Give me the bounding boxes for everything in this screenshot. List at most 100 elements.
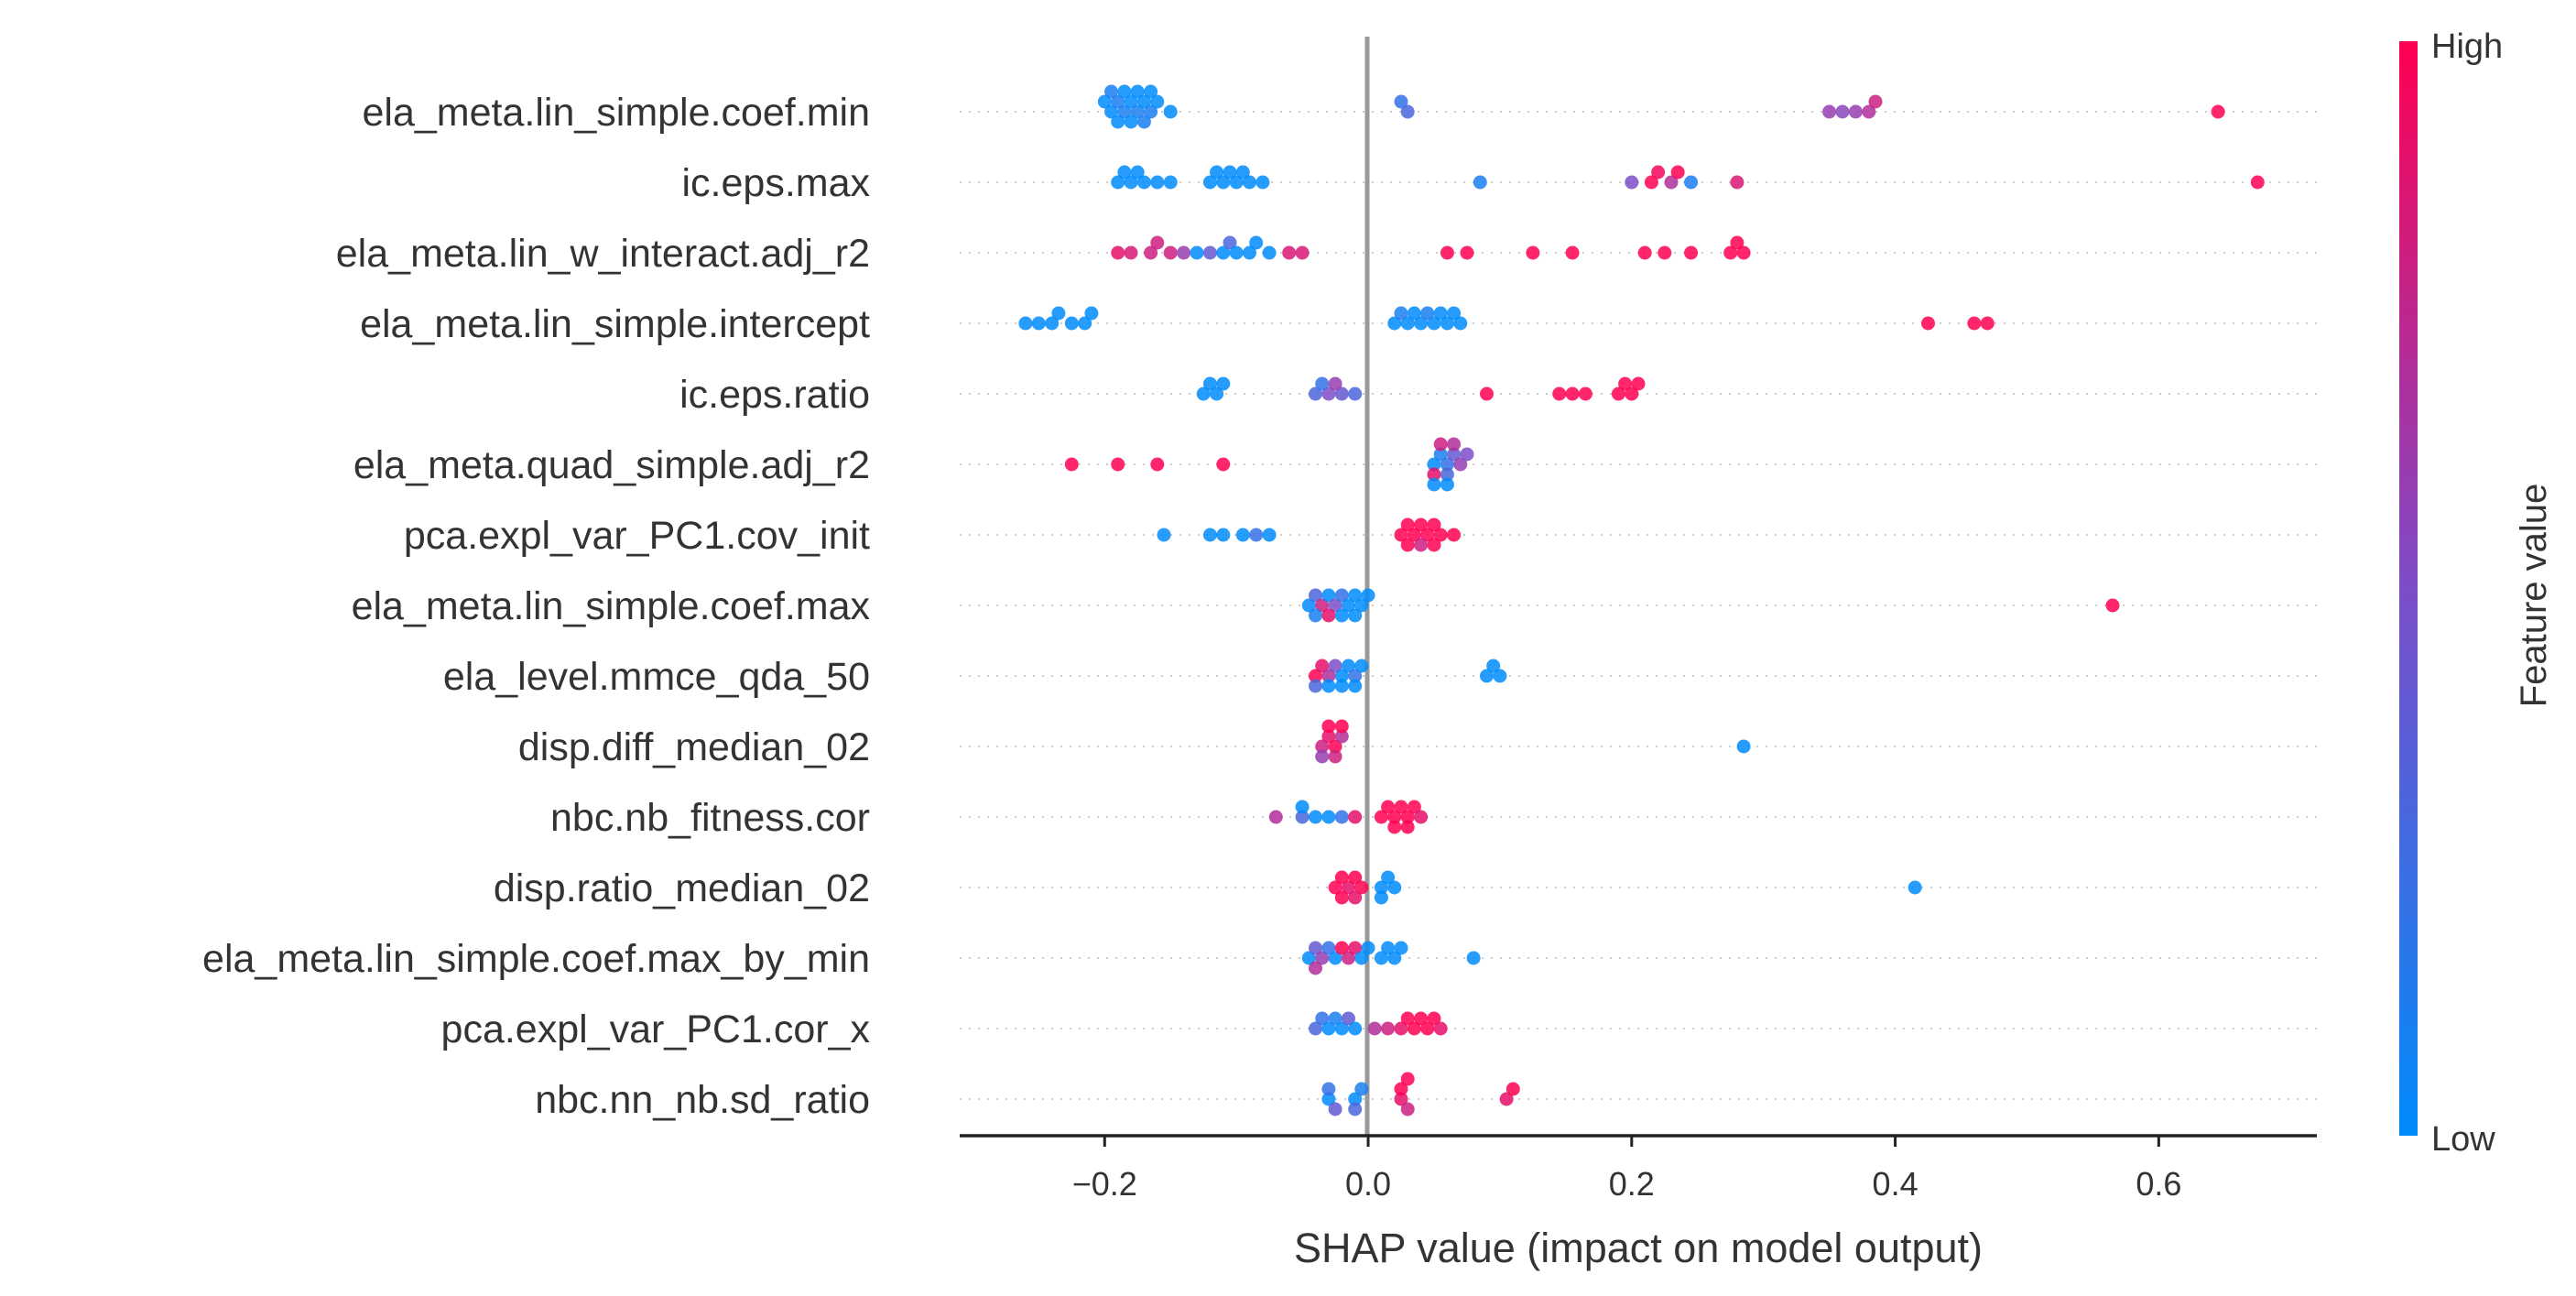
shap-point: [1400, 538, 1415, 552]
shap-point: [1163, 175, 1178, 190]
shap-point: [1480, 387, 1494, 401]
shap-point: [1625, 387, 1639, 401]
shap-point: [1262, 245, 1277, 260]
colorbar-title: Feature value: [2514, 484, 2554, 708]
shap-point: [1447, 306, 1462, 321]
shap-point: [1334, 941, 1349, 955]
shap-point: [1374, 890, 1388, 905]
shap-point: [1447, 528, 1462, 542]
shap-point: [1848, 104, 1863, 119]
shap-point: [1202, 175, 1217, 190]
shap-point: [2211, 104, 2225, 119]
shap-point: [1394, 528, 1408, 542]
colorbar-high-label: High: [2431, 27, 2503, 66]
shap-point: [1348, 941, 1363, 955]
feature-label: pca.expl_var_PC1.cor_x: [441, 1007, 871, 1051]
shap-point: [1342, 951, 1355, 965]
shap-point: [1321, 1092, 1336, 1106]
shap-point: [1334, 679, 1349, 693]
shap-point: [1163, 245, 1178, 260]
shap-point: [1321, 608, 1336, 623]
shap-point: [1552, 387, 1567, 401]
shap-point: [1407, 528, 1421, 542]
shap-point: [1427, 457, 1441, 472]
shap-point: [1400, 517, 1415, 532]
shap-point: [1196, 387, 1211, 401]
shap-point: [1967, 316, 1982, 331]
shap-point: [1334, 870, 1349, 885]
shap-point: [1144, 104, 1158, 119]
shap-point: [1387, 880, 1402, 895]
shap-point: [1064, 457, 1079, 472]
shap-point: [1526, 245, 1540, 260]
shap-point: [1611, 387, 1625, 401]
shap-point: [1190, 245, 1204, 260]
shap-point: [1348, 1021, 1363, 1036]
shap-point: [1420, 1021, 1435, 1036]
shap-point: [1202, 245, 1217, 260]
shap-point: [1637, 245, 1652, 260]
shap-point: [1862, 104, 1876, 119]
shap-point: [1309, 810, 1322, 824]
shap-point: [1117, 165, 1132, 180]
feature-label: ela_level.mmce_qda_50: [443, 655, 870, 699]
shap-point: [1664, 175, 1679, 190]
shap-point: [1354, 880, 1369, 895]
shap-point: [1216, 528, 1231, 542]
shap-point: [1354, 659, 1369, 673]
feature-label: ela_meta.lin_simple.coef.max: [352, 584, 871, 628]
shap-point: [1243, 245, 1256, 260]
shap-point: [1414, 538, 1429, 552]
shap-point: [1427, 467, 1441, 482]
feature-label: ic.eps.ratio: [679, 373, 870, 417]
shap-point: [1309, 608, 1322, 623]
x-axis-ticks: −0.2 0.0 0.2 0.4 0.6: [1072, 1136, 2181, 1203]
shap-point: [1111, 114, 1125, 129]
shap-point: [1394, 1092, 1408, 1106]
shap-point: [1301, 951, 1316, 965]
shap-point: [1348, 870, 1363, 885]
shap-point: [1321, 387, 1336, 401]
shap-point: [1268, 810, 1283, 824]
shap-point: [1658, 245, 1672, 260]
shap-point: [1328, 880, 1342, 895]
shap-point: [1361, 588, 1375, 603]
feature-label: pca.expl_var_PC1.cov_init: [404, 514, 870, 558]
shap-point: [1354, 1082, 1369, 1096]
shap-point: [1440, 316, 1454, 331]
shap-point: [1309, 941, 1322, 955]
feature-label: ela_meta.lin_simple.coef.max_by_min: [202, 937, 870, 981]
shap-point: [1064, 316, 1079, 331]
shap-point: [1822, 104, 1837, 119]
shap-point: [1295, 245, 1310, 260]
shap-point: [1309, 961, 1322, 975]
shap-point: [1433, 437, 1448, 452]
shap-point: [1229, 245, 1244, 260]
shap-point: [1348, 387, 1363, 401]
shap-point: [1499, 1092, 1514, 1106]
shap-point: [1440, 467, 1454, 482]
shap-point: [1473, 175, 1487, 190]
shap-point: [1480, 669, 1494, 683]
shap-point: [1124, 245, 1138, 260]
shap-point: [1309, 669, 1322, 683]
shap-point: [1414, 517, 1429, 532]
shap-point: [1486, 659, 1501, 673]
shap-point: [1565, 245, 1580, 260]
shap-point: [1407, 306, 1421, 321]
shap-point: [1374, 880, 1388, 895]
shap-point: [1111, 245, 1125, 260]
shap-point: [1394, 1082, 1408, 1096]
x-tick-label: 0.4: [1873, 1165, 1918, 1203]
feature-label: ic.eps.max: [681, 161, 870, 205]
shap-point: [1684, 175, 1699, 190]
shap-point: [1835, 104, 1850, 119]
shap-point: [1723, 245, 1738, 260]
shap-point: [1210, 165, 1224, 180]
shap-point: [1334, 729, 1349, 744]
shap-point: [1427, 538, 1441, 552]
shap-point: [1400, 1102, 1415, 1116]
shap-point: [1255, 175, 1270, 190]
shap-point: [1394, 1021, 1408, 1036]
shap-point: [1433, 447, 1448, 462]
